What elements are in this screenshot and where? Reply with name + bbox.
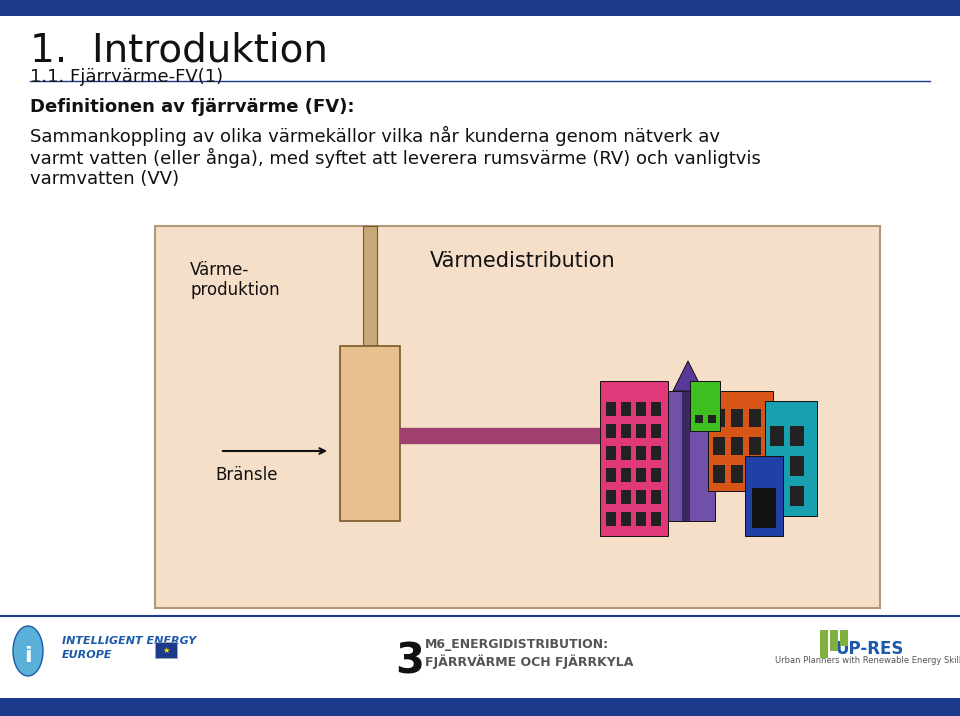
Bar — [606, 468, 616, 482]
Bar — [636, 468, 646, 482]
Bar — [651, 512, 661, 526]
Bar — [731, 465, 743, 483]
Bar — [636, 490, 646, 504]
Bar — [713, 465, 725, 483]
Bar — [606, 512, 616, 526]
Bar — [660, 391, 715, 521]
Text: 3: 3 — [395, 641, 424, 683]
Bar — [695, 415, 703, 423]
Bar — [606, 490, 616, 504]
Bar — [621, 512, 631, 526]
Bar — [682, 391, 690, 521]
Bar — [621, 468, 631, 482]
Bar — [636, 402, 646, 416]
Bar — [340, 346, 400, 521]
Bar — [621, 446, 631, 460]
Bar — [636, 446, 646, 460]
Bar — [690, 381, 720, 431]
Text: EUROPE: EUROPE — [62, 650, 112, 660]
Bar — [636, 424, 646, 438]
Text: varmvatten (VV): varmvatten (VV) — [30, 170, 180, 188]
Bar — [651, 402, 661, 416]
Bar — [363, 226, 377, 346]
Bar — [0, 698, 960, 716]
Bar — [713, 437, 725, 455]
Bar — [651, 446, 661, 460]
Bar — [621, 424, 631, 438]
Bar — [651, 468, 661, 482]
Bar — [790, 486, 804, 506]
Bar — [840, 630, 848, 646]
Text: Bränsle: Bränsle — [215, 466, 277, 484]
Bar — [770, 456, 784, 476]
Text: UP-RES: UP-RES — [836, 640, 904, 658]
Bar — [606, 446, 616, 460]
Bar — [752, 488, 776, 528]
Bar — [749, 409, 761, 427]
Bar — [749, 465, 761, 483]
Bar — [651, 424, 661, 438]
Bar — [830, 630, 838, 651]
Bar — [155, 642, 177, 658]
Bar — [708, 391, 773, 491]
Bar — [820, 630, 828, 658]
Bar — [708, 415, 716, 423]
Bar — [731, 437, 743, 455]
Text: 1.1. Fjärrvärme-FV(1): 1.1. Fjärrvärme-FV(1) — [30, 68, 223, 86]
Text: M6_ENERGIDISTRIBUTION:: M6_ENERGIDISTRIBUTION: — [425, 638, 610, 651]
Bar — [765, 401, 817, 516]
Text: Urban Planners with Renewable Energy Skills: Urban Planners with Renewable Energy Ski… — [775, 656, 960, 665]
Bar — [745, 456, 783, 536]
Polygon shape — [673, 361, 703, 391]
Bar — [606, 424, 616, 438]
Bar — [155, 226, 880, 608]
Text: INTELLIGENT ENERGY: INTELLIGENT ENERGY — [62, 636, 196, 646]
Text: Definitionen av fjärrvärme (FV):: Definitionen av fjärrvärme (FV): — [30, 98, 354, 116]
Text: Värme-: Värme- — [190, 261, 250, 279]
Bar — [770, 486, 784, 506]
Bar — [621, 490, 631, 504]
Text: 1.  Introduktion: 1. Introduktion — [30, 31, 328, 69]
Bar — [606, 402, 616, 416]
Text: i: i — [24, 646, 32, 666]
Text: FJÄRRVÄRME OCH FJÄRRKYLA: FJÄRRVÄRME OCH FJÄRRKYLA — [425, 654, 634, 669]
Text: produktion: produktion — [190, 281, 279, 299]
Text: Sammankoppling av olika värmekällor vilka når kunderna genom nätverk av: Sammankoppling av olika värmekällor vilk… — [30, 126, 720, 146]
Bar — [600, 381, 668, 536]
Ellipse shape — [13, 626, 43, 676]
Text: ★: ★ — [162, 646, 170, 654]
Bar — [651, 490, 661, 504]
Bar — [636, 512, 646, 526]
Text: varmt vatten (eller ånga), med syftet att leverera rumsvärme (RV) och vanligtvis: varmt vatten (eller ånga), med syftet at… — [30, 148, 761, 168]
Bar — [790, 456, 804, 476]
Text: Värmedistribution: Värmedistribution — [430, 251, 615, 271]
Bar — [713, 409, 725, 427]
Bar — [0, 0, 960, 16]
Bar — [790, 426, 804, 446]
Bar — [749, 437, 761, 455]
Bar — [770, 426, 784, 446]
Bar — [731, 409, 743, 427]
Bar — [621, 402, 631, 416]
